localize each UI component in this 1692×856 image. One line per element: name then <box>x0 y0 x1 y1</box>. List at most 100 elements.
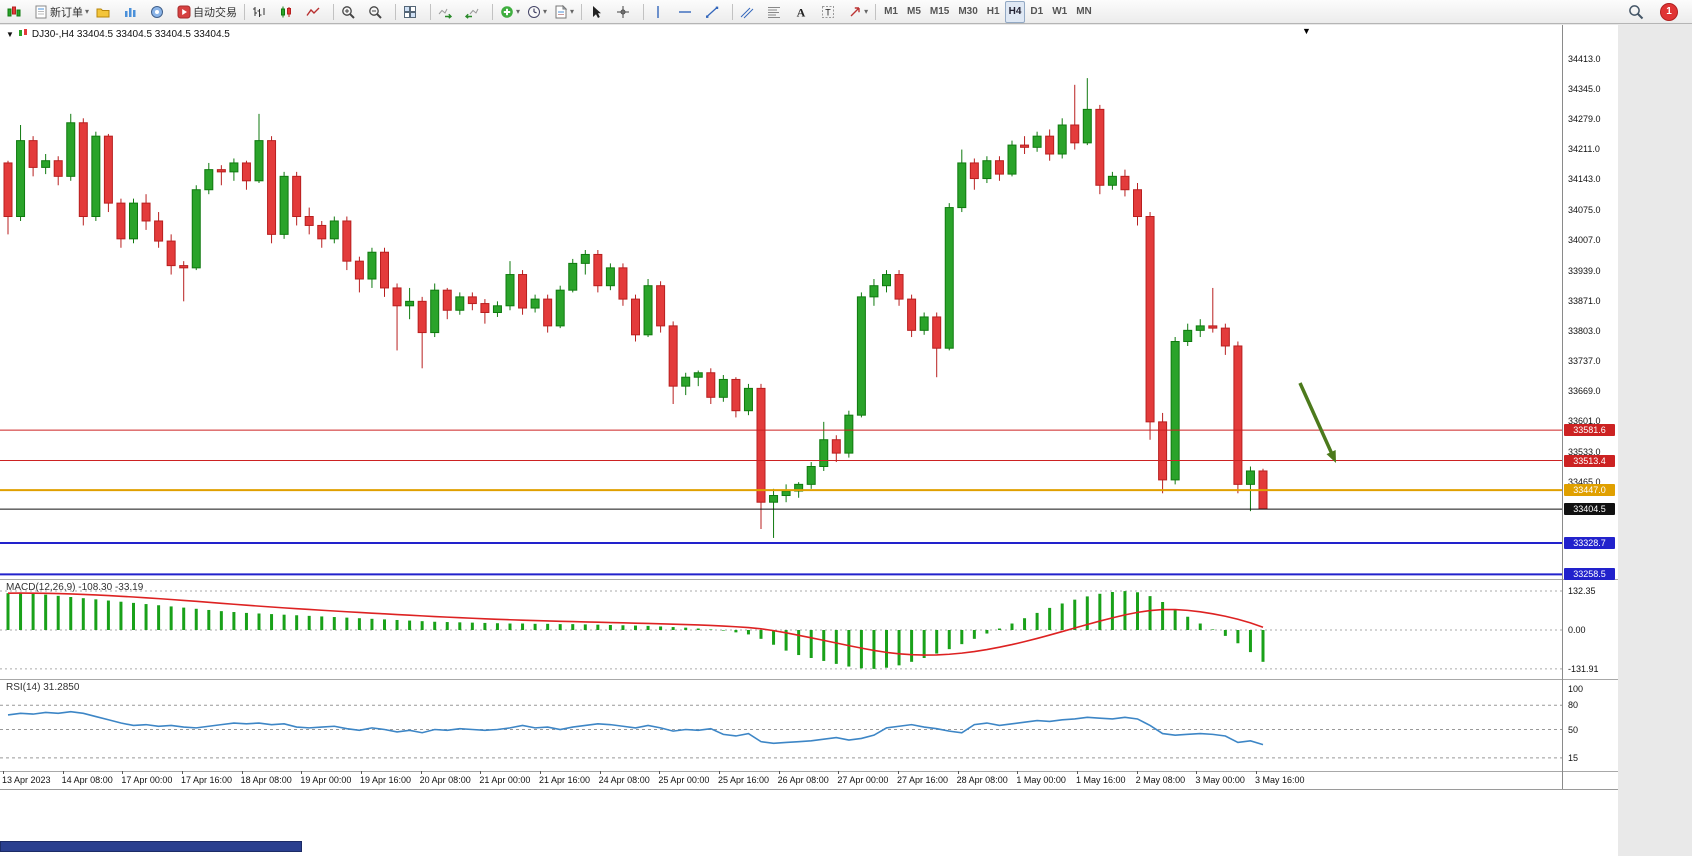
time-axis-tick <box>420 771 422 774</box>
timeframe-m15-button[interactable]: M15 <box>929 6 950 17</box>
cursor-button[interactable] <box>586 1 612 23</box>
new-order-button-label: 新订单 <box>50 6 83 19</box>
candle <box>267 140 277 235</box>
candle <box>781 490 791 497</box>
candle <box>769 495 779 503</box>
timeframe-d1-button[interactable]: D1 <box>1030 6 1044 17</box>
panel-separator-macd[interactable] <box>0 579 1618 580</box>
vertical-line-button[interactable] <box>648 1 674 23</box>
vline-icon <box>651 5 665 19</box>
scroll-to-end-marker[interactable]: ▼ <box>1302 26 1311 36</box>
macd-panel-canvas[interactable] <box>0 580 1562 679</box>
chart-title-bar: ▼ DJ30-,H4 33404.5 33404.5 33404.5 33404… <box>6 28 230 41</box>
market-watch-button[interactable] <box>120 1 146 23</box>
text-button[interactable]: A <box>791 1 817 23</box>
trendline-button[interactable] <box>702 1 728 23</box>
indicators-button[interactable]: ▾ <box>497 1 523 23</box>
chart-window: ▼ DJ30-,H4 33404.5 33404.5 33404.5 33404… <box>0 25 1618 856</box>
marketwatch-icon <box>123 5 137 19</box>
candle <box>831 439 841 454</box>
candle <box>41 160 51 168</box>
candle <box>907 298 917 331</box>
candle <box>882 274 891 287</box>
panel-separator-rsi[interactable] <box>0 679 1618 680</box>
price-axis[interactable]: 34413.0 34345.0 34279.0 34211.0 34143.0 34075… <box>1563 25 1619 789</box>
toolbar-separator <box>395 3 397 20</box>
indicators-button-dropdown-icon[interactable]: ▾ <box>516 6 521 16</box>
bar-chart-button[interactable] <box>249 1 275 23</box>
toolbar-separator <box>333 3 335 20</box>
timeframe-m5-button[interactable]: M5 <box>906 6 921 17</box>
profiles-button[interactable] <box>93 1 119 23</box>
rsi-axis-label: 80 <box>1568 700 1579 711</box>
time-axis-label: 19 Apr 16:00 <box>360 775 412 785</box>
timeframe-m1-button[interactable]: M1 <box>884 6 898 17</box>
new-order-button-dropdown-icon[interactable]: ▾ <box>85 6 90 16</box>
toolbar: 新订单 ▾ 自动交易 ▾ ▾ ▾ A T ▾ M1 M5 M15 M30 H1 H4 D1 W1 MN 1 <box>0 0 1692 24</box>
chart-shift-button[interactable] <box>462 1 488 23</box>
chart-collapse-icon[interactable]: ▼ <box>6 30 14 39</box>
time-axis[interactable]: 13 Apr 2023 14 Apr 08:00 17 Apr 00:00 17 Ap… <box>0 771 1562 789</box>
channel-button[interactable] <box>737 1 763 23</box>
candle <box>806 466 816 485</box>
templates-button-dropdown-icon[interactable]: ▾ <box>570 6 575 16</box>
time-axis-tick <box>1017 771 1019 774</box>
navigator-button[interactable] <box>147 1 173 23</box>
candle <box>492 305 502 313</box>
horizontal-scrollbar-thumb[interactable] <box>0 841 302 852</box>
timeframe-mn-button[interactable]: MN <box>1076 6 1092 17</box>
zoomin-icon <box>341 5 355 19</box>
candle <box>116 202 126 240</box>
toolbar-separator <box>492 3 494 20</box>
price-axis-label: 34345.0 <box>1568 84 1601 95</box>
candle-chart-button[interactable] <box>276 1 302 23</box>
trend-arrow-annotation[interactable] <box>1298 382 1336 463</box>
template-icon <box>554 4 568 19</box>
crosshair-button[interactable] <box>613 1 639 23</box>
time-axis-tick <box>838 771 840 774</box>
autotrading-button[interactable]: 自动交易 <box>174 1 240 23</box>
new-order-button[interactable]: 新订单 ▾ <box>31 1 92 23</box>
timeframe-h4-button[interactable]: H4 <box>1004 0 1026 23</box>
arrows-button[interactable]: ▾ <box>845 1 871 23</box>
time-axis-label: 28 Apr 08:00 <box>956 775 1008 785</box>
search-button[interactable] <box>1625 1 1651 23</box>
notification-badge[interactable]: 1 <box>1660 2 1678 21</box>
timeframe-w1-button[interactable]: W1 <box>1052 6 1068 17</box>
candle <box>543 298 553 327</box>
templates-button[interactable]: ▾ <box>551 1 577 23</box>
line-chart-button[interactable] <box>303 1 329 23</box>
labelt-icon: T <box>821 5 835 19</box>
candle <box>354 260 364 280</box>
text-label-button[interactable]: T <box>818 1 844 23</box>
rsi-header: RSI(14) 31.2850 <box>6 682 80 693</box>
timeframe-m30-button[interactable]: M30 <box>958 6 978 17</box>
periods-button[interactable]: ▾ <box>524 1 550 23</box>
candle <box>869 285 879 298</box>
candle <box>380 251 389 289</box>
zoom-out-button[interactable] <box>365 1 391 23</box>
price-axis-label: 33737.0 <box>1568 355 1601 366</box>
candle <box>693 372 703 378</box>
horizontal-line-button[interactable] <box>675 1 701 23</box>
zoom-in-button[interactable] <box>338 1 364 23</box>
periods-button-dropdown-icon[interactable]: ▾ <box>543 6 548 16</box>
fibonacci-button[interactable] <box>764 1 790 23</box>
time-axis-label: 21 Apr 00:00 <box>479 775 531 785</box>
candle <box>580 253 590 264</box>
price-tag-33258.5: 33258.5 <box>1564 568 1615 581</box>
candle <box>1057 124 1067 155</box>
horizontal-scrollbar[interactable] <box>0 841 1618 853</box>
arrows-button-dropdown-icon[interactable]: ▾ <box>864 6 869 16</box>
candle <box>254 140 264 182</box>
toolbar-separator <box>244 3 246 20</box>
candle <box>216 169 226 173</box>
price-chart-canvas[interactable] <box>0 25 1562 579</box>
candle <box>1070 124 1080 144</box>
price-axis-label: 34075.0 <box>1568 204 1601 215</box>
time-axis-label: 19 Apr 00:00 <box>300 775 352 785</box>
tile-windows-button[interactable] <box>400 1 426 23</box>
auto-scroll-button[interactable] <box>435 1 461 23</box>
rsi-panel-canvas[interactable] <box>0 680 1562 771</box>
timeframe-h1-button[interactable]: H1 <box>986 6 1000 17</box>
